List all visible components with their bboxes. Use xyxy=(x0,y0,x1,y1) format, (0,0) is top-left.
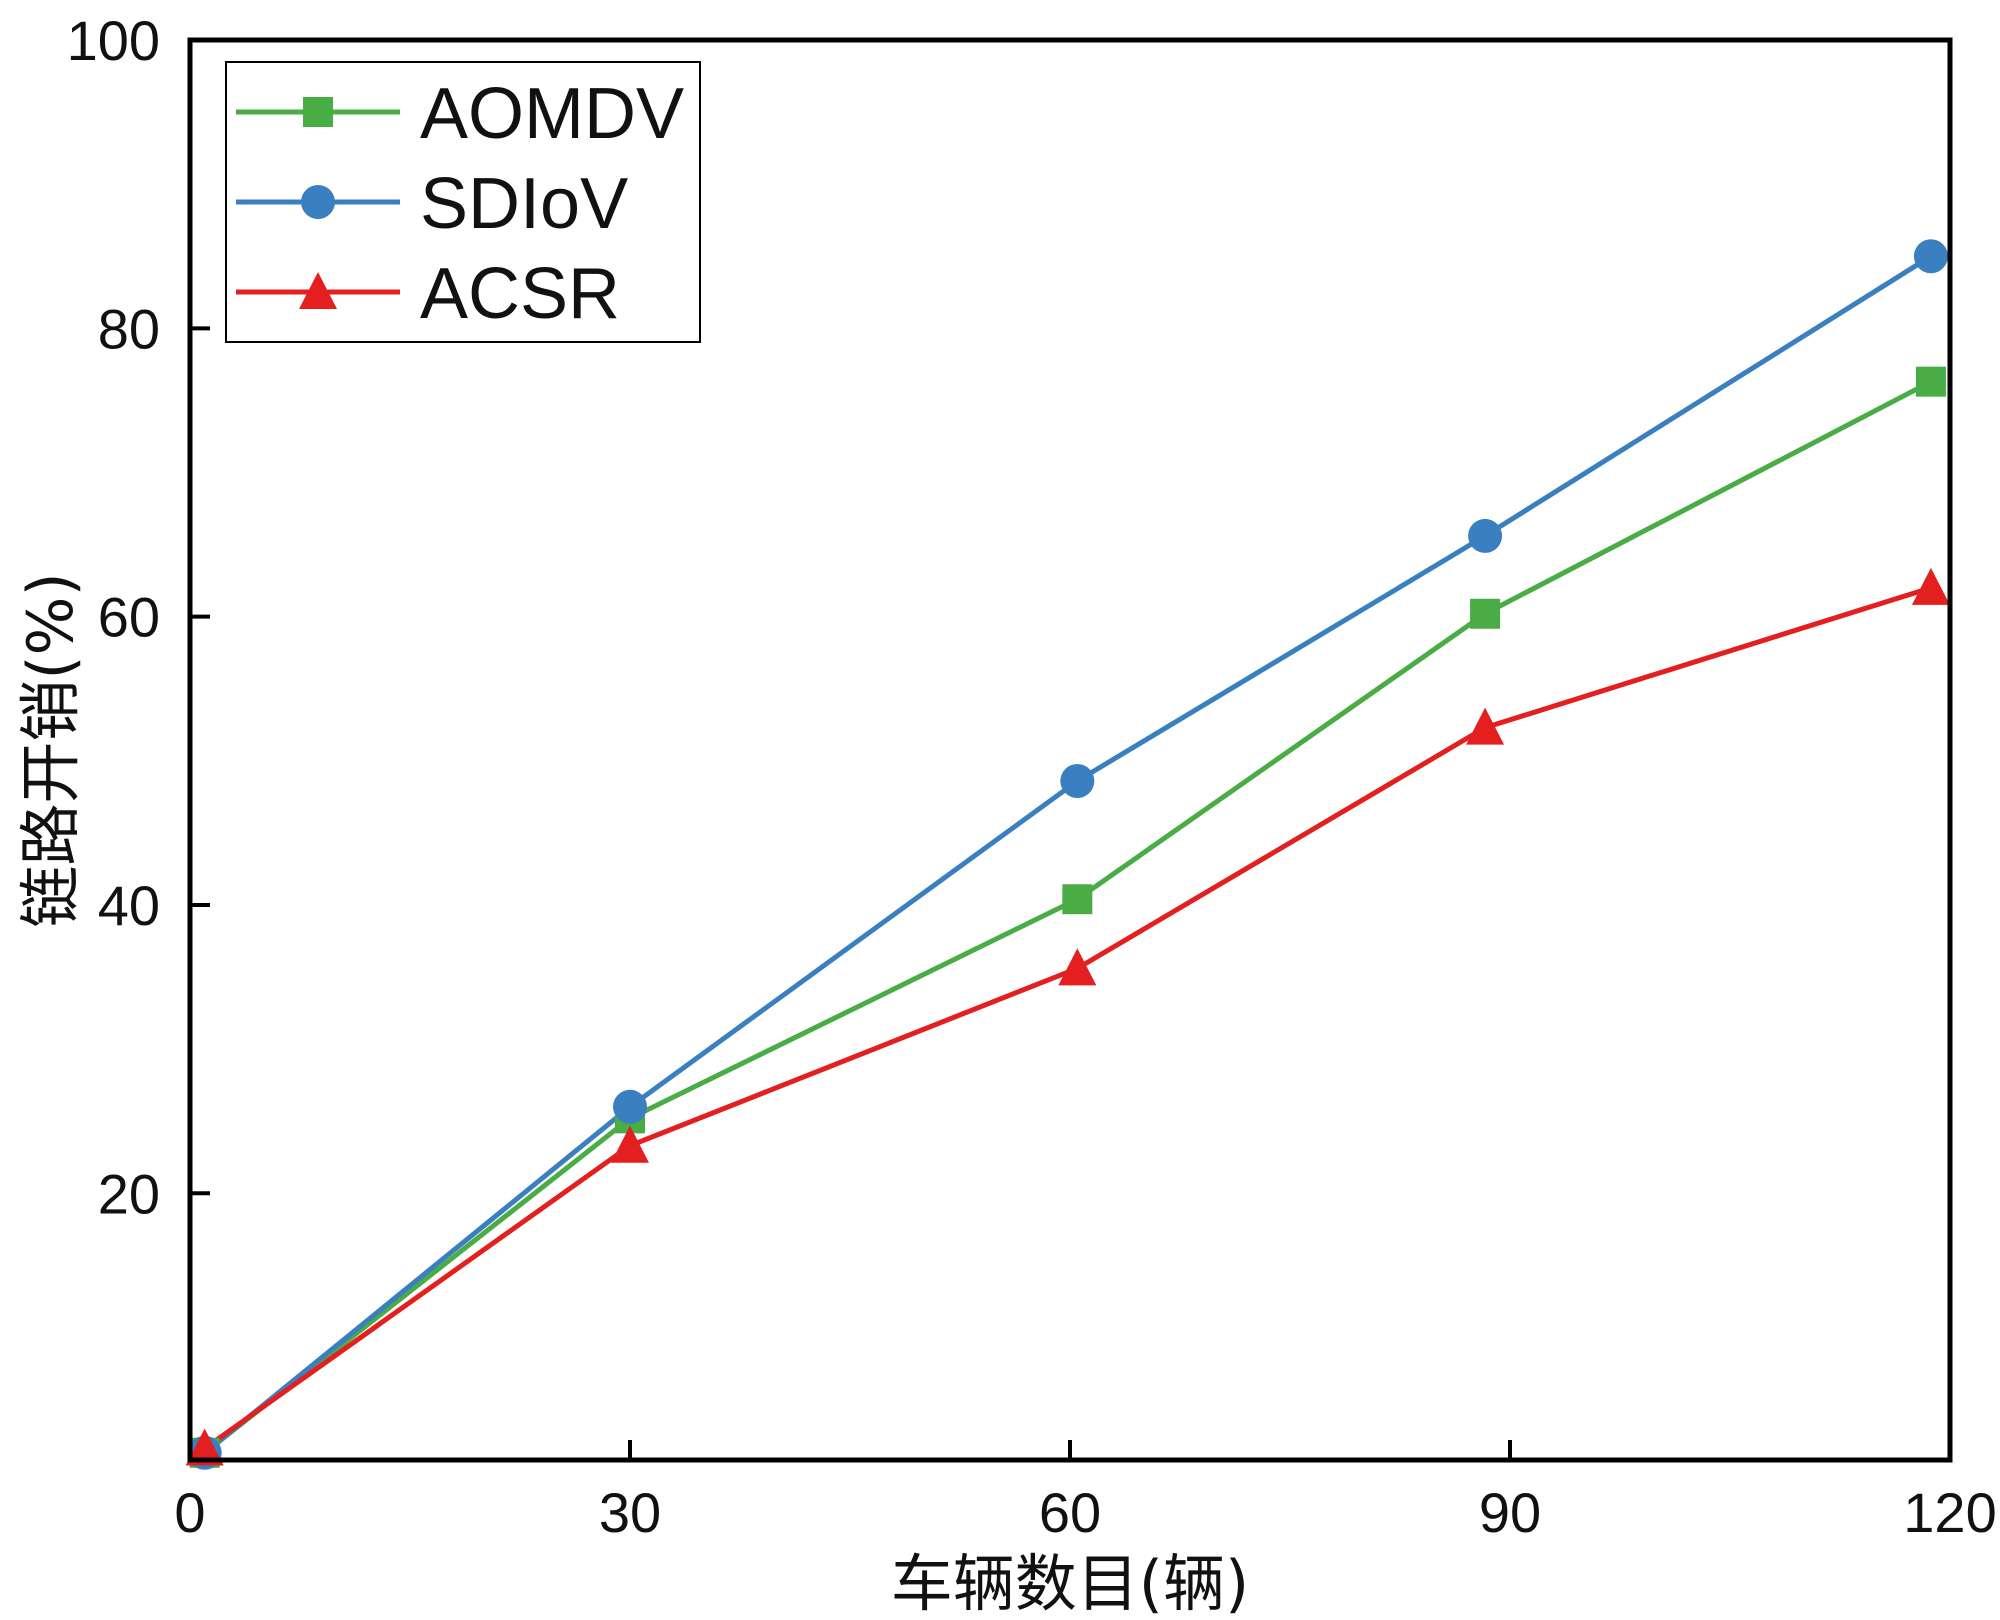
series-line-sdiov xyxy=(203,254,1933,1455)
legend-label-sdiov: SDIoV xyxy=(420,164,628,244)
x-tick-label: 60 xyxy=(1039,1481,1101,1544)
data-point-acsr xyxy=(1911,567,1950,605)
x-axis-title: 车辆数目(辆) xyxy=(891,1547,1249,1620)
data-point-sdiov xyxy=(613,1089,647,1124)
x-tick-label: 0 xyxy=(174,1481,205,1544)
x-tick-label: 90 xyxy=(1479,1481,1541,1544)
x-tick-label: 30 xyxy=(599,1481,661,1544)
y-tick-label: 20 xyxy=(98,1162,160,1225)
y-tick-label: 80 xyxy=(98,297,160,360)
series-line-aomdv xyxy=(203,379,1933,1455)
x-tick-label: 120 xyxy=(1903,1481,1996,1544)
data-point-aomdv xyxy=(1062,884,1093,915)
y-tick-label: 40 xyxy=(98,874,160,937)
data-point-sdiov xyxy=(1468,518,1503,553)
legend-marker-aomdv xyxy=(303,97,333,127)
legend-marker-sdiov xyxy=(301,185,335,219)
legend-label-acsr: ACSR xyxy=(420,254,620,334)
data-point-aomdv xyxy=(1470,598,1501,629)
data-point-acsr xyxy=(1058,948,1097,986)
x-axis: 0 30 60 90 120 xyxy=(174,1440,1997,1544)
data-point-acsr xyxy=(611,1125,649,1163)
plot-markers-layer xyxy=(185,239,1950,1470)
data-point-acsr xyxy=(185,1428,224,1466)
legend-label-aomdv: AOMDV xyxy=(420,74,684,154)
legend-marker-acsr xyxy=(299,272,337,309)
data-point-sdiov xyxy=(1060,763,1095,798)
plot-series-layer xyxy=(203,254,1933,1455)
data-point-acsr xyxy=(1466,707,1505,745)
y-axis: 20 40 60 80 100 xyxy=(67,9,210,1225)
legend: AOMDV SDIoV ACSR xyxy=(225,61,701,343)
y-tick-label: 100 xyxy=(67,9,160,72)
y-tick-label: 60 xyxy=(98,586,160,649)
y-axis-title: 链路开销(%) xyxy=(14,572,87,927)
data-point-aomdv xyxy=(1915,366,1946,397)
data-point-sdiov xyxy=(1913,239,1948,274)
series-line-acsr xyxy=(203,585,1932,1451)
